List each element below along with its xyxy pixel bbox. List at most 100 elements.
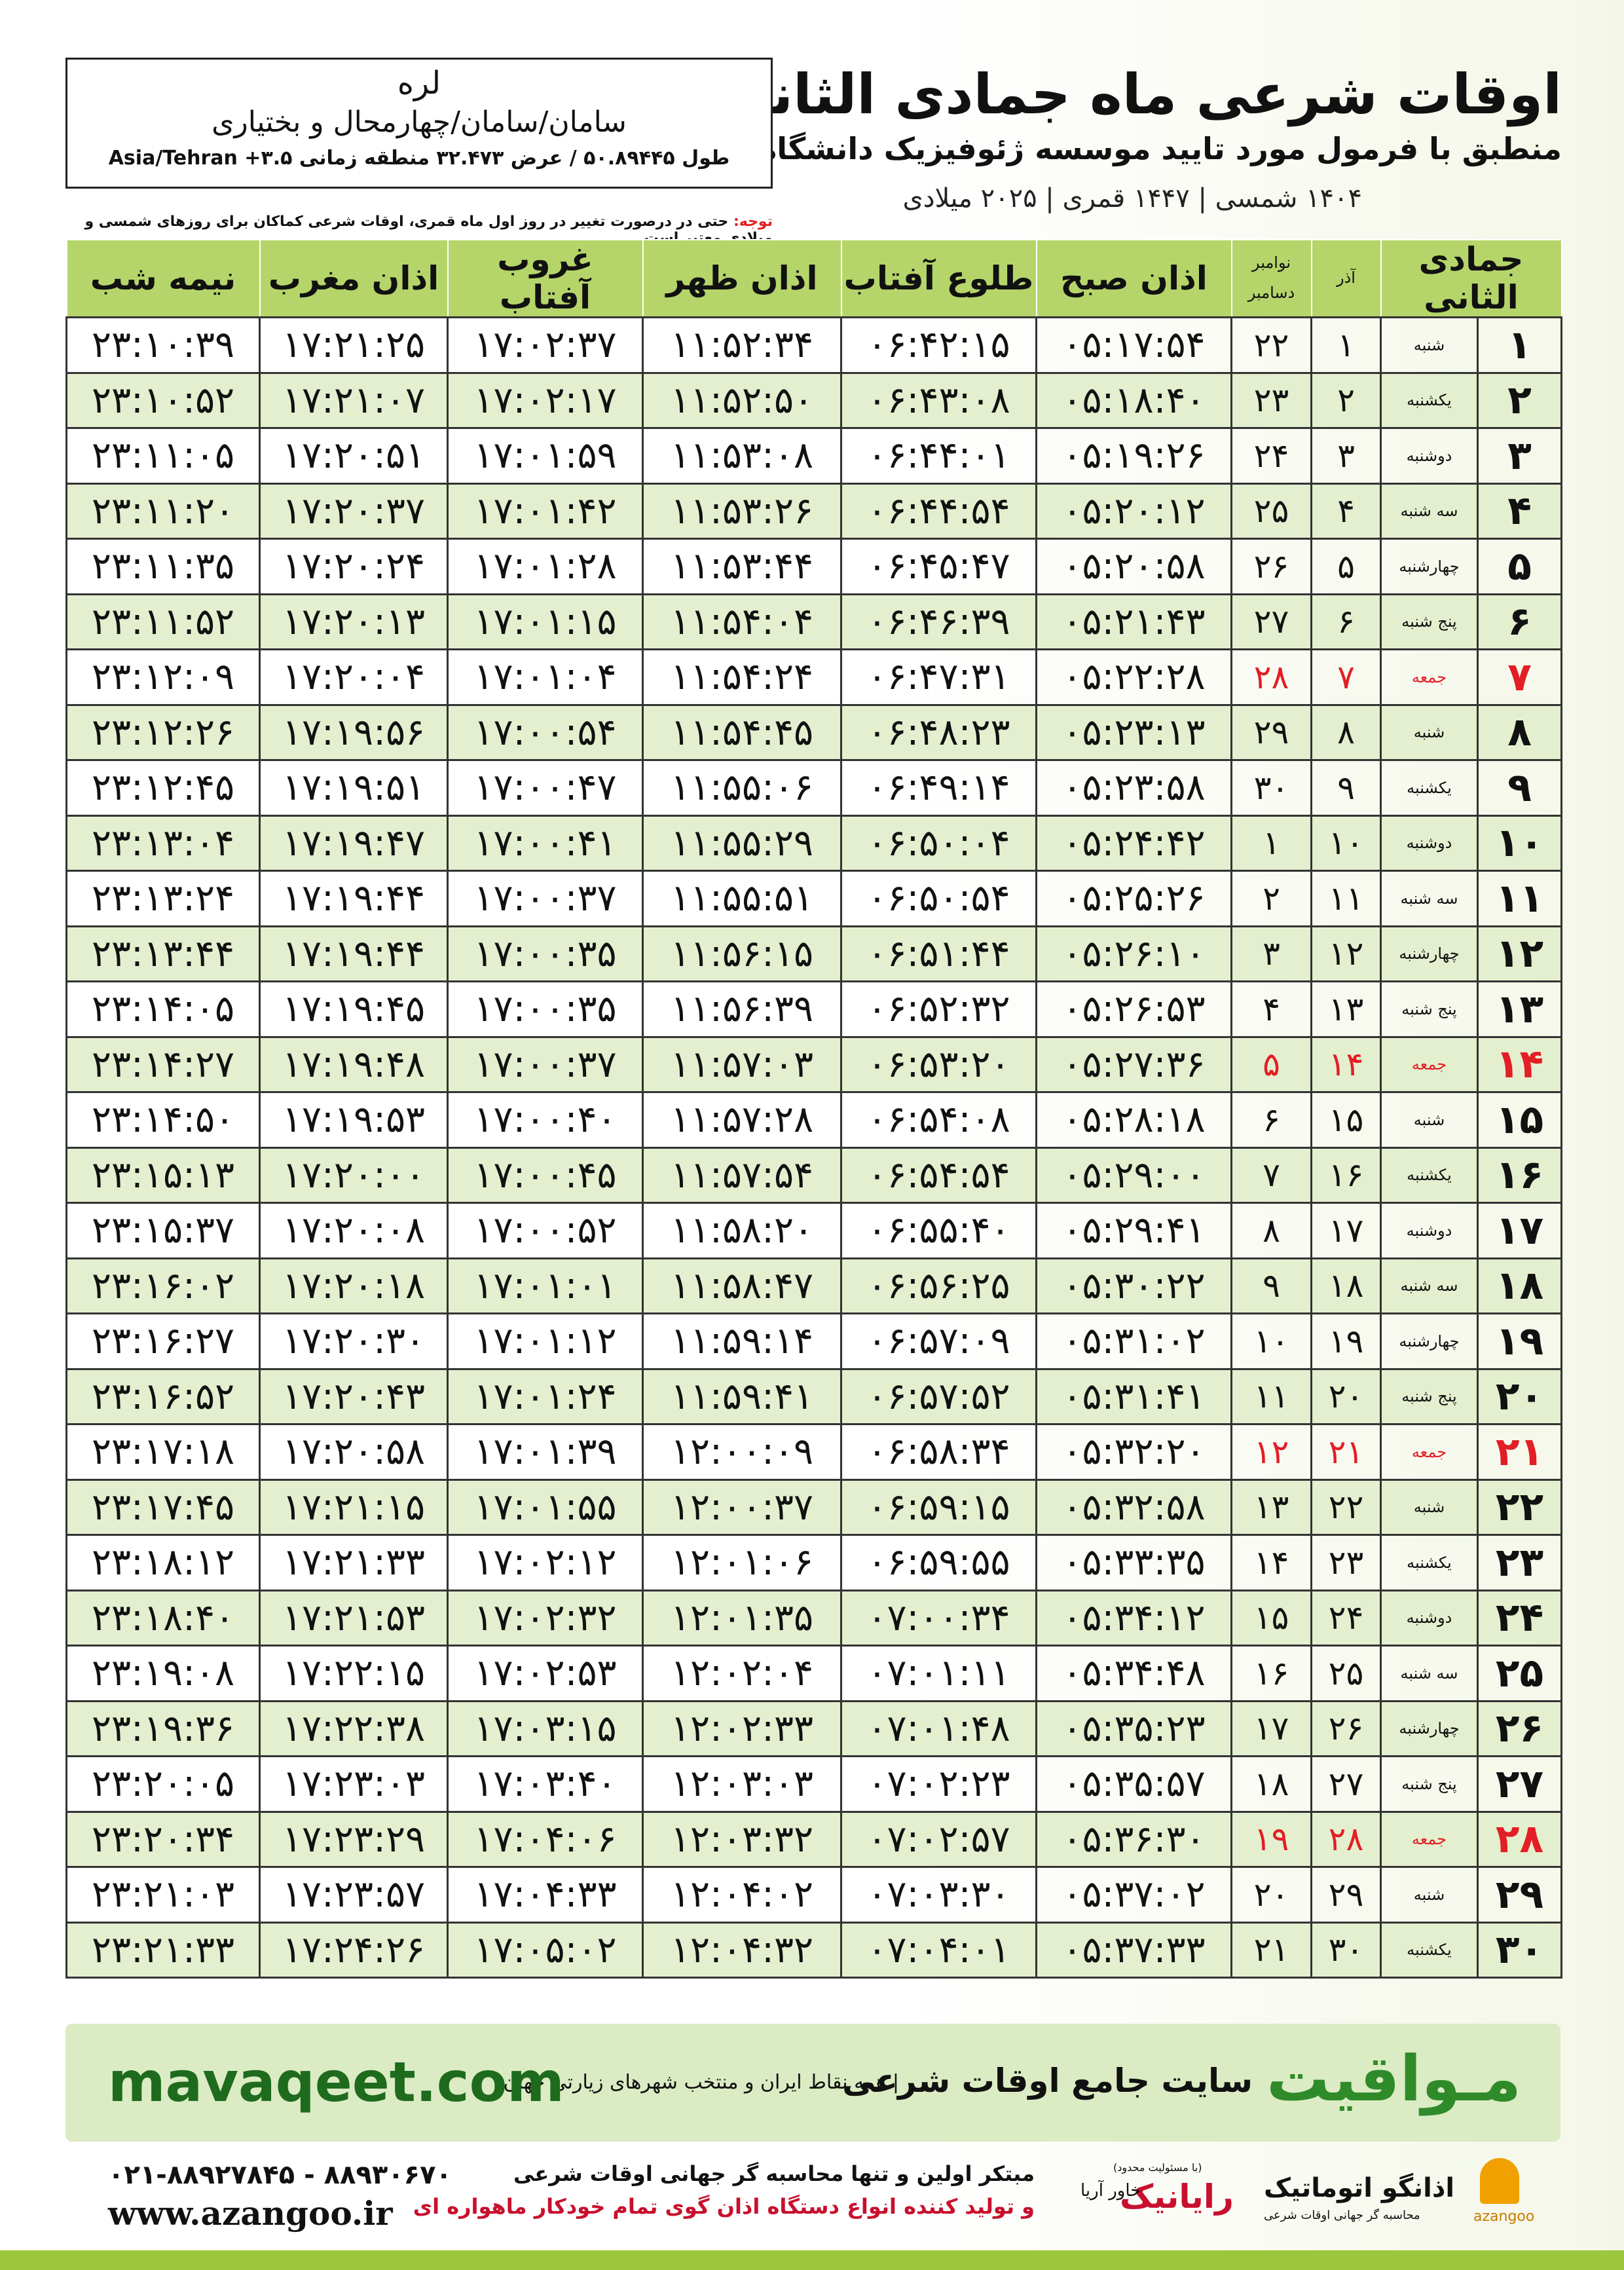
time-cell: ۲۳:۱۵:۳۷: [65, 1202, 261, 1259]
time-cell: ۰۶:۵۴:۵۴: [840, 1146, 1037, 1204]
time-cell: ۲۳:۱۳:۰۴: [65, 814, 261, 872]
table-row: ۲۲ شنبه ۲۲ ۱۳ ۰۵:۳۲:۵۸ ۰۶:۵۹:۱۵ ۱۲:۰۰:۳۷ ۱۷:۰۱:…: [65, 1478, 1562, 1536]
time-cell: ۱۱:۵۴:۲۴: [642, 648, 842, 706]
date-cell: ۲۵: [1230, 482, 1312, 540]
time-cell: ۰۵:۱۹:۲۶: [1035, 427, 1232, 485]
time-cell: ۱۷:۱۹:۴۵: [259, 980, 449, 1038]
date-cell: ۱۷: [1310, 1202, 1382, 1259]
date-cell: ۲۱: [1477, 1423, 1562, 1481]
time-cell: ۰۶:۵۵:۴۰: [840, 1202, 1037, 1259]
table-row: ۴ سه شنبه ۴ ۲۵ ۰۵:۲۰:۱۲ ۰۶:۴۴:۵۴ ۱۱:۵۳:۲۶ ۱۷:۰۱…: [65, 482, 1562, 540]
column-header: نیمه شب: [65, 239, 261, 318]
date-cell: ۱۸: [1310, 1257, 1382, 1314]
column-header: غروب آفتاب: [447, 239, 644, 318]
table-row: ۲۱ جمعه ۲۱ ۱۲ ۰۵:۳۲:۲۰ ۰۶:۵۸:۳۴ ۱۲:۰۰:۰۹ ۱۷:۰۱:…: [65, 1423, 1562, 1481]
date-cell: شنبه: [1380, 703, 1479, 761]
time-cell: ۱۷:۲۳:۲۹: [259, 1810, 449, 1868]
date-cell: ۱۰: [1310, 814, 1382, 872]
time-cell: ۲۳:۱۳:۴۴: [65, 925, 261, 982]
time-cell: ۲۳:۱۱:۵۲: [65, 593, 261, 650]
time-cell: ۱۷:۰۰:۵۴: [447, 703, 644, 761]
time-cell: ۱۷:۰۱:۳۹: [447, 1423, 644, 1481]
date-cell: ۳: [1310, 427, 1382, 485]
date-cell: ۷: [1310, 648, 1382, 706]
table-row: ۱۴ جمعه ۱۴ ۵ ۰۵:۲۷:۳۶ ۰۶:۵۳:۲۰ ۱۱:۵۷:۰۳ ۱۷:۰۰:۳…: [65, 1035, 1562, 1093]
date-cell: ۱۶: [1230, 1645, 1312, 1702]
date-cell: سه شنبه: [1380, 870, 1479, 927]
time-cell: ۱۷:۲۰:۱۳: [259, 593, 449, 650]
time-cell: ۰۵:۲۳:۵۸: [1035, 759, 1232, 817]
date-cell: ۲۸: [1310, 1810, 1382, 1868]
date-cell: ۸: [1310, 703, 1382, 761]
time-cell: ۱۷:۱۹:۴۴: [259, 925, 449, 982]
date-cell: ۱۵: [1477, 1091, 1562, 1149]
date-cell: دوشنبه: [1380, 814, 1479, 872]
time-cell: ۰۵:۳۱:۴۱: [1035, 1368, 1232, 1425]
time-cell: ۱۷:۰۴:۳۳: [447, 1866, 644, 1924]
column-header: نوامبر دسامبر: [1230, 239, 1312, 318]
date-cell: ۱۹: [1230, 1810, 1312, 1868]
date-cell: ۱۸: [1230, 1755, 1312, 1813]
title: اوقات شرعی ماه جمادی الثانی: [716, 62, 1562, 126]
note-text: حتی در درصورت تغییر در روز اول ماه قمری،…: [84, 214, 773, 246]
date-cell: ۳: [1477, 427, 1562, 485]
date-cell: جمعه: [1380, 1423, 1479, 1481]
time-cell: ۱۲:۰۲:۳۳: [642, 1700, 842, 1757]
time-cell: ۰۷:۰۴:۰۱: [840, 1921, 1037, 1979]
time-cell: ۰۷:۰۱:۱۱: [840, 1645, 1037, 1702]
time-cell: ۰۶:۵۲:۳۲: [840, 980, 1037, 1038]
date-cell: ۷: [1477, 648, 1562, 706]
time-cell: ۰۵:۲۲:۲۸: [1035, 648, 1232, 706]
date-cell: یکشنبه: [1380, 1534, 1479, 1591]
time-cell: ۲۳:۲۰:۰۵: [65, 1755, 261, 1813]
date-cell: ۸: [1230, 1202, 1312, 1259]
time-cell: ۱۱:۵۳:۴۴: [642, 538, 842, 595]
date-cell: جمعه: [1380, 648, 1479, 706]
date-cell: ۶: [1310, 593, 1382, 650]
date-cell: ۲۱: [1230, 1921, 1312, 1979]
time-cell: ۱۱:۵۳:۲۶: [642, 482, 842, 540]
time-cell: ۱۱:۵۵:۰۶: [642, 759, 842, 817]
time-cell: ۱۷:۲۰:۳۷: [259, 482, 449, 540]
date-cell: ۲۹: [1230, 703, 1312, 761]
date-cell: شنبه: [1380, 316, 1479, 374]
date-cell: ۱۷: [1477, 1202, 1562, 1259]
date-cell: ۶: [1477, 593, 1562, 650]
date-cell: ۱۲: [1230, 1423, 1312, 1481]
time-cell: ۱۷:۰۱:۵۹: [447, 427, 644, 485]
time-cell: ۱۷:۰۰:۳۵: [447, 925, 644, 982]
time-cell: ۰۶:۴۷:۳۱: [840, 648, 1037, 706]
date-cell: ۲۶: [1477, 1700, 1562, 1757]
date-cell: ۱۴: [1230, 1534, 1312, 1591]
time-cell: ۲۳:۱۶:۲۷: [65, 1312, 261, 1370]
time-cell: ۱۱:۵۷:۲۸: [642, 1091, 842, 1149]
date-cell: ۱۶: [1310, 1146, 1382, 1204]
time-cell: ۱۷:۱۹:۵۶: [259, 703, 449, 761]
note: توجه: حتی در درصورت تغییر در روز اول ماه…: [65, 214, 773, 246]
time-cell: ۱۷:۰۴:۰۶: [447, 1810, 644, 1868]
date-cell: جمعه: [1380, 1810, 1479, 1868]
table-row: ۸ شنبه ۸ ۲۹ ۰۵:۲۳:۱۳ ۰۶:۴۸:۲۳ ۱۱:۵۴:۴۵ ۱۷:۰۰:۵۴…: [65, 703, 1562, 761]
url[interactable]: mavaqeet.com: [108, 2050, 564, 2114]
website[interactable]: www.azangoo.ir: [108, 2194, 393, 2233]
date-cell: ۱۷: [1230, 1700, 1312, 1757]
date-cell: پنج شنبه: [1380, 1755, 1479, 1813]
date-cell: جمعه: [1380, 1035, 1479, 1093]
time-cell: ۱۷:۰۰:۳۵: [447, 980, 644, 1038]
time-cell: ۱۲:۰۱:۰۶: [642, 1534, 842, 1591]
date-cell: ۲۱: [1310, 1423, 1382, 1481]
time-cell: ۰۶:۵۷:۵۲: [840, 1368, 1037, 1425]
date-cell: شنبه: [1380, 1091, 1479, 1149]
column-header: جمادی الثانی: [1380, 239, 1562, 318]
time-cell: ۰۵:۲۱:۴۳: [1035, 593, 1232, 650]
time-cell: ۱۱:۵۹:۱۴: [642, 1312, 842, 1370]
time-cell: ۱۷:۲۰:۳۰: [259, 1312, 449, 1370]
time-cell: ۰۶:۵۹:۵۵: [840, 1534, 1037, 1591]
time-cell: ۱۷:۱۹:۵۳: [259, 1091, 449, 1149]
time-cell: ۱۷:۰۱:۱۲: [447, 1312, 644, 1370]
date-cell: ۱۵: [1310, 1091, 1382, 1149]
time-cell: ۱۷:۲۰:۲۴: [259, 538, 449, 595]
time-cell: ۰۶:۵۸:۳۴: [840, 1423, 1037, 1481]
logo-note: (با مسئولیت محدود): [1113, 2161, 1202, 2174]
